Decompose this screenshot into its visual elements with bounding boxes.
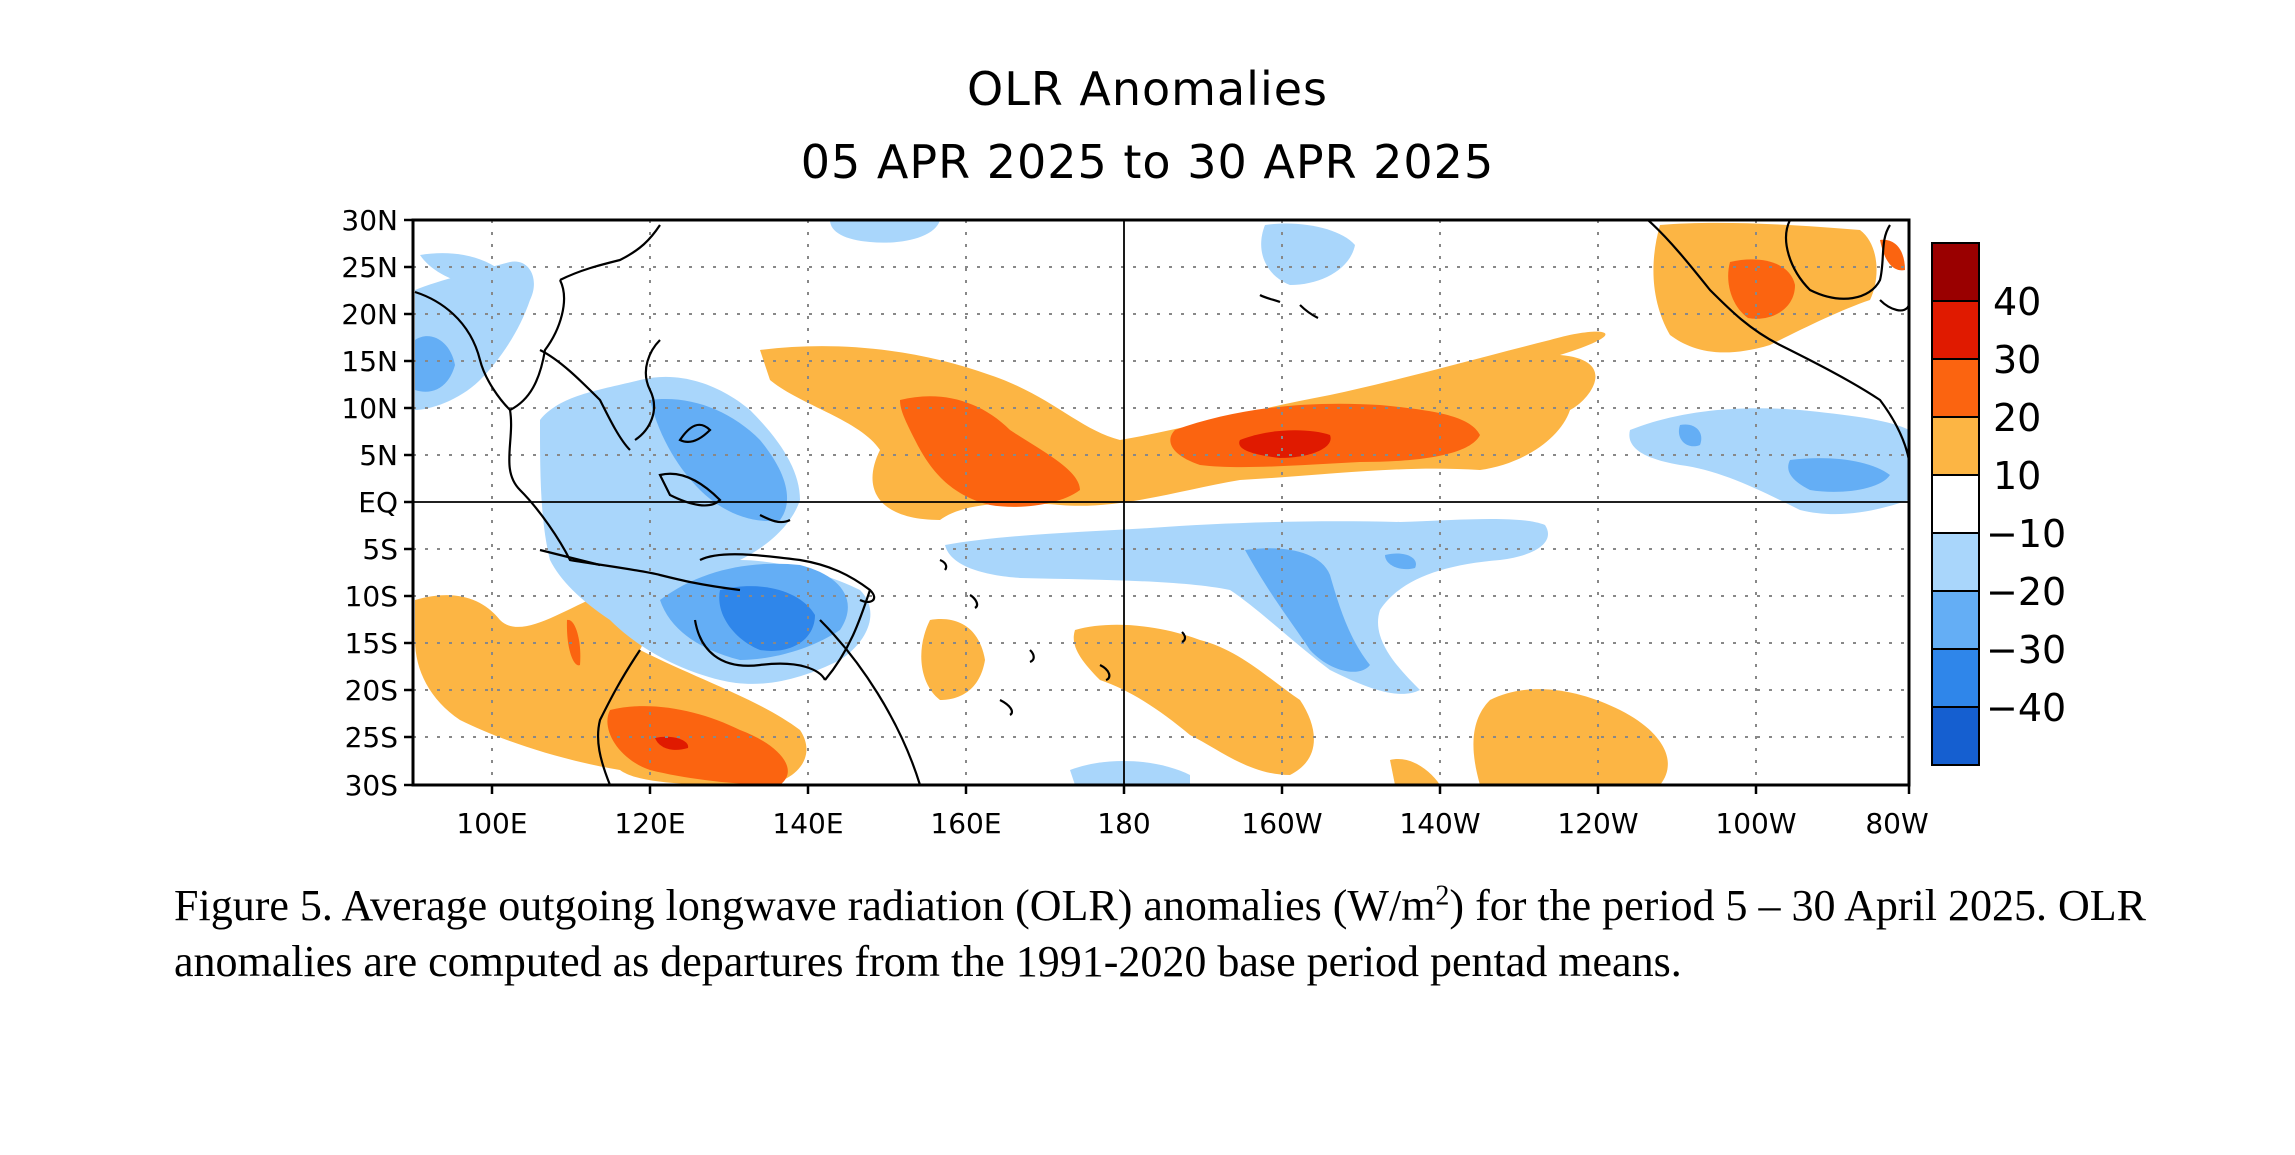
- lat-label: 20N: [341, 298, 398, 331]
- very-strong-positive-anomaly-australia: [655, 736, 689, 750]
- moderate-negative-anomaly-philippines: [650, 399, 788, 521]
- colorbar-swatch: [1932, 475, 1979, 533]
- colorbar-swatch: [1932, 591, 1979, 649]
- lon-label: 160W: [1241, 807, 1322, 840]
- lon-label: 100W: [1715, 807, 1796, 840]
- colorbar-swatch: [1932, 649, 1979, 707]
- strong-negative-anomaly-new-guinea: [719, 586, 815, 651]
- colorbar-label: −10: [1986, 512, 2066, 556]
- lat-label: 20S: [345, 674, 398, 707]
- colorbar-label: −20: [1986, 570, 2066, 614]
- colorbar-label: −40: [1986, 686, 2066, 730]
- positive-anomaly-small-southwest: [921, 619, 985, 700]
- lon-label: 160E: [930, 807, 1001, 840]
- figure-caption: Figure 5. Average outgoing longwave radi…: [174, 878, 2174, 990]
- negative-anomaly-east-pacific: [1629, 408, 1909, 515]
- strong-positive-anomaly-mexico: [1728, 259, 1795, 319]
- strong-positive-anomaly-australia: [607, 706, 788, 785]
- moderate-negative-anomaly-central-south: [1245, 548, 1370, 672]
- lon-label: 80W: [1865, 807, 1928, 840]
- lat-label: 15S: [345, 627, 398, 660]
- moderate-negative-anomaly-east-spot: [1678, 424, 1702, 447]
- caption-text-part2: ) for the period 5 – 30 April 2025. OLR …: [174, 881, 2146, 986]
- colorbar-label: 40: [1993, 280, 2041, 324]
- lat-label: 30S: [345, 769, 398, 802]
- positive-anomaly-southern-edge: [1390, 759, 1440, 785]
- moderate-negative-anomaly-india: [415, 336, 455, 392]
- colorbar-swatch: [1932, 301, 1979, 359]
- lat-label: 10S: [345, 580, 398, 613]
- negative-anomaly-north-indian: [420, 253, 500, 285]
- longitude-labels: 100E 120E 140E 160E 180 160W 140W 120W 1…: [456, 807, 1928, 840]
- colorbar-label: −30: [1986, 628, 2066, 672]
- moderate-negative-anomaly-central-spot: [1385, 553, 1416, 570]
- lat-label: 15N: [341, 345, 398, 378]
- map-date-range: 05 APR 2025 to 30 APR 2025: [800, 135, 1495, 189]
- positive-anomaly-central-south-pacific: [1073, 624, 1314, 775]
- negative-anomaly-hawaii: [1261, 223, 1355, 285]
- positive-anomaly-west-pacific: [760, 331, 1606, 520]
- colorbar-swatch: [1932, 359, 1979, 417]
- lon-label: 140E: [772, 807, 843, 840]
- lat-label: 10N: [341, 392, 398, 425]
- colorbar-labels: 40 30 20 10 −10 −20 −30 −40: [1986, 280, 2066, 730]
- coastlines: [414, 220, 1909, 785]
- colorbar-label: 20: [1993, 396, 2041, 440]
- anomaly-fields: [415, 220, 1909, 785]
- caption-text-part1: Figure 5. Average outgoing longwave radi…: [174, 881, 1436, 930]
- colorbar-swatch: [1932, 243, 1979, 301]
- latitude-labels: 30N 25N 20N 15N 10N 5N EQ 5S 10S 15S 20S…: [341, 204, 398, 802]
- colorbar-swatch: [1932, 707, 1979, 765]
- negative-anomaly-north-edge: [830, 220, 940, 243]
- negative-anomaly-south-edge: [1070, 760, 1190, 785]
- colorbar-label: 10: [1993, 454, 2041, 498]
- very-strong-positive-anomaly-central: [1239, 430, 1331, 458]
- lat-label: 30N: [341, 204, 398, 237]
- axis-ticks: [404, 218, 1911, 794]
- lon-label: 140W: [1399, 807, 1480, 840]
- strong-positive-anomaly-sw-australia: [566, 619, 581, 666]
- lat-label: 5N: [359, 439, 398, 472]
- colorbar: 40 30 20 10 −10 −20 −30 −40: [1931, 242, 2066, 766]
- caption-superscript: 2: [1435, 880, 1450, 912]
- strong-positive-anomaly-gulf: [1880, 239, 1905, 271]
- map-title: OLR Anomalies: [966, 62, 1328, 116]
- lon-label: 180: [1097, 807, 1150, 840]
- colorbar-swatch: [1932, 417, 1979, 475]
- map-grid: [413, 220, 1909, 785]
- lon-label: 120W: [1557, 807, 1638, 840]
- colorbar-label: 30: [1993, 338, 2041, 382]
- lon-label: 120E: [614, 807, 685, 840]
- colorbar-swatch: [1932, 533, 1979, 591]
- lat-label: EQ: [358, 486, 398, 519]
- positive-anomaly-southeast-pacific: [1473, 689, 1668, 785]
- moderate-negative-anomaly-east: [1788, 458, 1890, 492]
- lon-label: 100E: [456, 807, 527, 840]
- lat-label: 25N: [341, 251, 398, 284]
- lat-label: 5S: [362, 533, 398, 566]
- strong-positive-anomaly-west: [900, 396, 1080, 507]
- lat-label: 25S: [345, 721, 398, 754]
